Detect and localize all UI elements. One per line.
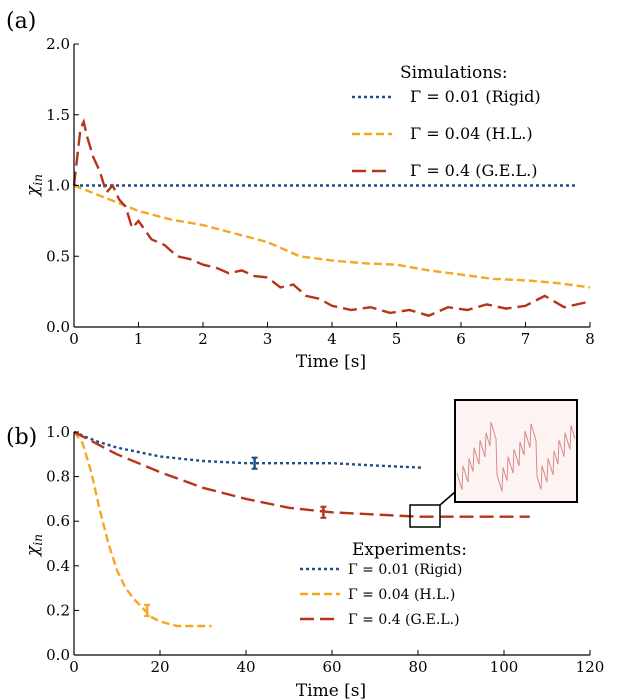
panel-a-legend: Simulations: Γ = 0.01 (Rigid) Γ = 0.04 (H… bbox=[352, 63, 541, 180]
panel-b-ytick-label: 0.6 bbox=[46, 512, 70, 530]
panel-b-xtick-label: 100 bbox=[490, 658, 519, 676]
panel-a-ytick-label: 1.0 bbox=[46, 177, 70, 195]
panel-b-xtick-label: 20 bbox=[150, 658, 169, 676]
panel-a-ytick-label: 1.5 bbox=[46, 106, 70, 124]
panel-a-xtick-label: 6 bbox=[456, 330, 466, 348]
panel-a-xlabel: Time [s] bbox=[296, 352, 366, 372]
panel-b-legend-label-0: Γ = 0.01 (Rigid) bbox=[348, 562, 462, 578]
panel-b-ytick-label: 0.4 bbox=[46, 557, 70, 575]
panel-b-xtick-label: 60 bbox=[322, 658, 341, 676]
inset-trace-line bbox=[456, 422, 576, 492]
panel-a-xtick-label: 0 bbox=[69, 330, 79, 348]
panel-a-legend-label-2: Γ = 0.4 (G.E.L.) bbox=[410, 161, 537, 180]
panel-a-xtick-label: 7 bbox=[521, 330, 531, 348]
panel-b-ticks: 0 20 40 60 80 100 120 0.0 0.2 0.4 0.6 0.8 1.0 bbox=[46, 423, 604, 676]
panel-a-legend-label-0: Γ = 0.01 (Rigid) bbox=[410, 87, 541, 106]
panel-b-legend: Experiments: Γ = 0.01 (Rigid) Γ = 0.04 (H… bbox=[292, 534, 504, 642]
panel-b-ylabel: χin bbox=[23, 534, 45, 557]
panel-a-ticks: 0 1 2 3 4 5 6 7 8 0.0 0.5 1.0 1.5 2.0 bbox=[46, 35, 595, 348]
inset-trace bbox=[456, 422, 576, 492]
panel-b-inset bbox=[409, 399, 578, 528]
zoom-region-box bbox=[409, 504, 441, 528]
panel-b-ytick-label: 0.2 bbox=[46, 601, 70, 619]
zoom-connector-line bbox=[439, 491, 456, 506]
panel-b-xtick-label: 0 bbox=[69, 658, 79, 676]
panel-a-xtick-label: 5 bbox=[392, 330, 402, 348]
panel-a-ytick-label: 0.0 bbox=[46, 318, 70, 336]
panel-b-chart: 0 20 40 60 80 100 120 0.0 0.2 0.4 0.6 0.8 1.0 Time [… bbox=[23, 399, 604, 700]
panel-a-label: (a) bbox=[6, 9, 36, 34]
panel-a-ytick-label: 2.0 bbox=[46, 35, 70, 53]
panel-a-ylabel: χin bbox=[23, 174, 45, 197]
panel-a-legend-title: Simulations: bbox=[400, 63, 508, 83]
panel-b-xlabel: Time [s] bbox=[296, 681, 366, 700]
panel-a-ylabel-sub: in bbox=[31, 174, 45, 186]
panel-b-series-1 bbox=[73, 431, 212, 628]
panel-b-ytick-label: 0.8 bbox=[46, 468, 70, 486]
panel-b-ytick-label: 0.0 bbox=[46, 646, 70, 664]
panel-b-series-layer bbox=[73, 430, 530, 628]
panel-b-legend-title: Experiments: bbox=[352, 540, 467, 560]
panel-b-series-0 bbox=[73, 430, 423, 469]
panel-a-ytick-label: 0.5 bbox=[46, 247, 70, 265]
panel-a-series-1 bbox=[73, 184, 591, 289]
panel-b-label: (b) bbox=[6, 425, 37, 450]
panel-b-legend-label-1: Γ = 0.04 (H.L.) bbox=[348, 587, 455, 603]
panel-a-xtick-label: 3 bbox=[263, 330, 273, 348]
panel-a-xtick-label: 4 bbox=[327, 330, 337, 348]
panel-a-xtick-label: 1 bbox=[134, 330, 144, 348]
panel-a-xtick-label: 2 bbox=[198, 330, 208, 348]
panel-b-xtick-label: 80 bbox=[408, 658, 427, 676]
panel-b-legend-bg bbox=[292, 534, 504, 642]
panel-b-xtick-label: 120 bbox=[576, 658, 605, 676]
panel-b-xtick-label: 40 bbox=[236, 658, 255, 676]
panel-a-xtick-label: 8 bbox=[585, 330, 595, 348]
panel-a-series-layer bbox=[72, 118, 591, 317]
panel-b-legend-label-2: Γ = 0.4 (G.E.L.) bbox=[348, 612, 460, 628]
panel-a-series-2 bbox=[72, 118, 591, 317]
panel-a-ylabel-main: χ bbox=[23, 184, 43, 197]
panel-a-legend-label-1: Γ = 0.04 (H.L.) bbox=[410, 124, 533, 143]
panel-b-series-2 bbox=[73, 430, 530, 518]
panel-b-ylabel-sub: in bbox=[31, 534, 45, 546]
panel-a-chart: 0 1 2 3 4 5 6 7 8 0.0 0.5 1.0 1.5 2.0 Time [s] χin Si… bbox=[23, 35, 595, 372]
panel-b-ytick-label: 1.0 bbox=[46, 423, 70, 441]
panel-b-ylabel-main: χ bbox=[23, 544, 43, 557]
